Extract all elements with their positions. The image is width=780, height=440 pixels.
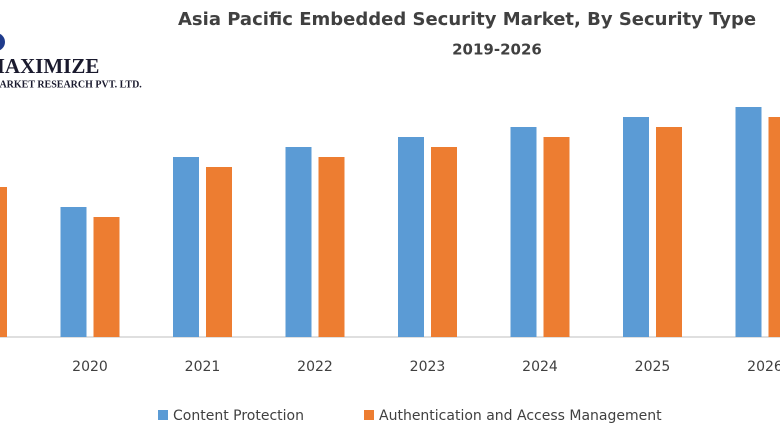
logo-icon	[0, 33, 5, 51]
bar	[510, 127, 537, 337]
bar	[431, 147, 457, 337]
bar	[173, 157, 199, 337]
bar	[623, 117, 649, 337]
bar	[60, 207, 87, 337]
legend-swatch	[364, 410, 374, 420]
x-tick-label: 2026	[747, 359, 780, 375]
bar	[318, 157, 345, 337]
bar	[285, 147, 312, 337]
bar	[93, 217, 120, 337]
x-tick-label: 2021	[185, 359, 221, 375]
bar	[398, 137, 424, 337]
x-tick-label: 2025	[635, 359, 671, 375]
bar	[206, 167, 232, 337]
legend-swatch	[158, 410, 168, 420]
bar	[735, 107, 762, 337]
chart-title: Asia Pacific Embedded Security Market, B…	[178, 9, 756, 30]
chart-subtitle: 2019-2026	[452, 41, 542, 59]
bar	[656, 127, 682, 337]
x-tick-label: 2022	[297, 359, 333, 375]
x-tick-label: 2023	[410, 359, 446, 375]
x-tick-label: 2024	[522, 359, 558, 375]
bar	[543, 137, 570, 337]
legend-label: Content Protection	[173, 408, 304, 424]
x-tick-label: 2020	[72, 359, 108, 375]
bar	[768, 117, 780, 337]
bar	[0, 187, 7, 337]
logo-name: MAXIMIZE	[0, 54, 99, 78]
legend-label: Authentication and Access Management	[379, 408, 662, 424]
logo-tagline: MARKET RESEARCH PVT. LTD.	[0, 79, 142, 90]
